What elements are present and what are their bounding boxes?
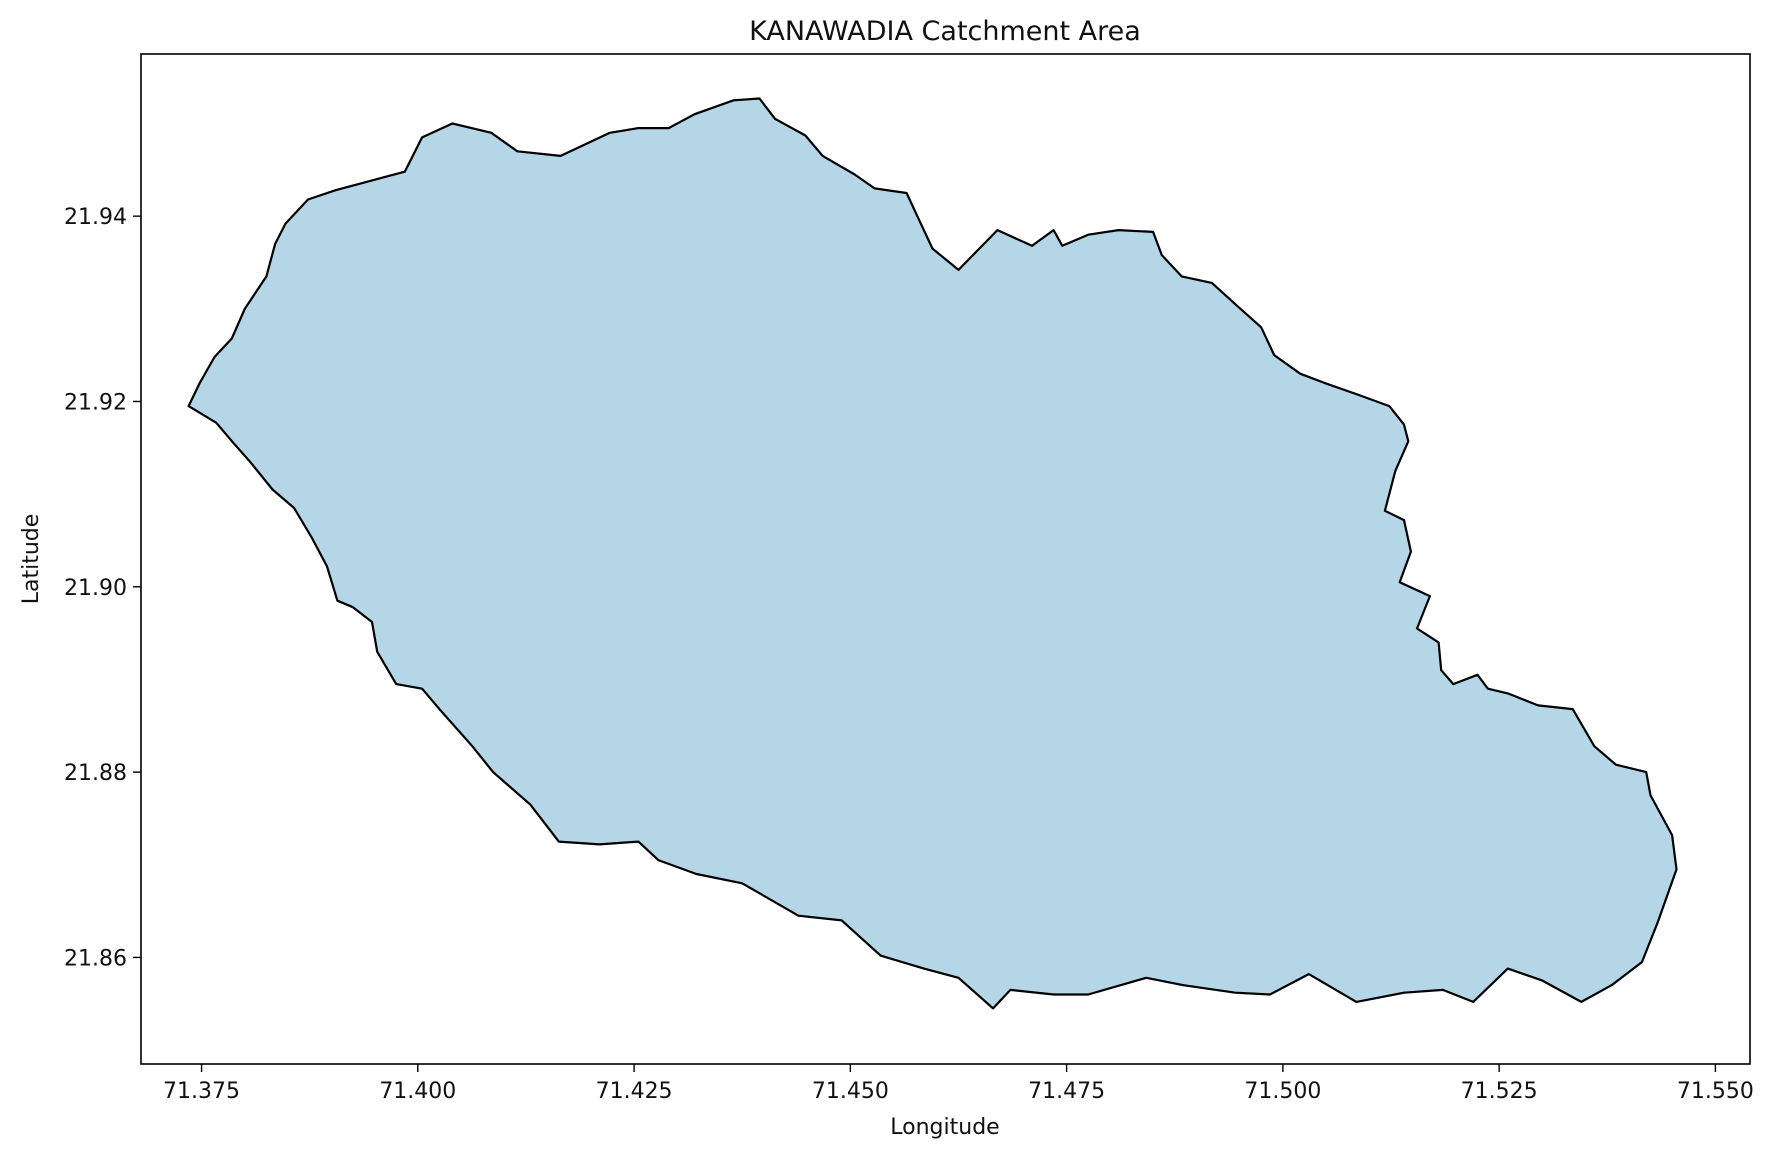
plot-area bbox=[140, 53, 1751, 1065]
x-tick-label: 71.525 bbox=[1461, 1079, 1538, 1104]
x-tick-label: 71.550 bbox=[1677, 1079, 1754, 1104]
y-axis-ticks: 21.86 21.88 21.90 21.92 21.94 bbox=[64, 205, 141, 971]
x-tick-label: 71.450 bbox=[812, 1079, 889, 1104]
x-axis-label: Longitude bbox=[890, 1115, 999, 1140]
x-tick-label: 71.375 bbox=[163, 1079, 240, 1104]
x-tick-label: 71.425 bbox=[596, 1079, 673, 1104]
y-axis-label: Latitude bbox=[19, 514, 44, 605]
axes-frame bbox=[140, 53, 1751, 1065]
y-tick-label: 21.94 bbox=[64, 205, 127, 230]
catchment-polygon bbox=[187, 97, 1678, 1010]
x-tick-label: 71.500 bbox=[1244, 1079, 1321, 1104]
chart-title: KANAWADIA Catchment Area bbox=[749, 16, 1141, 47]
x-tick-label: 71.475 bbox=[1028, 1079, 1105, 1104]
y-tick-label: 21.90 bbox=[64, 576, 127, 601]
x-tick-label: 71.400 bbox=[379, 1079, 456, 1104]
y-tick-label: 21.92 bbox=[64, 390, 127, 415]
y-tick-label: 21.88 bbox=[64, 761, 127, 786]
y-tick-label: 21.86 bbox=[64, 946, 127, 971]
x-axis-ticks: 71.375 71.400 71.425 71.450 71.475 71.500 71.5… bbox=[163, 1064, 1754, 1104]
